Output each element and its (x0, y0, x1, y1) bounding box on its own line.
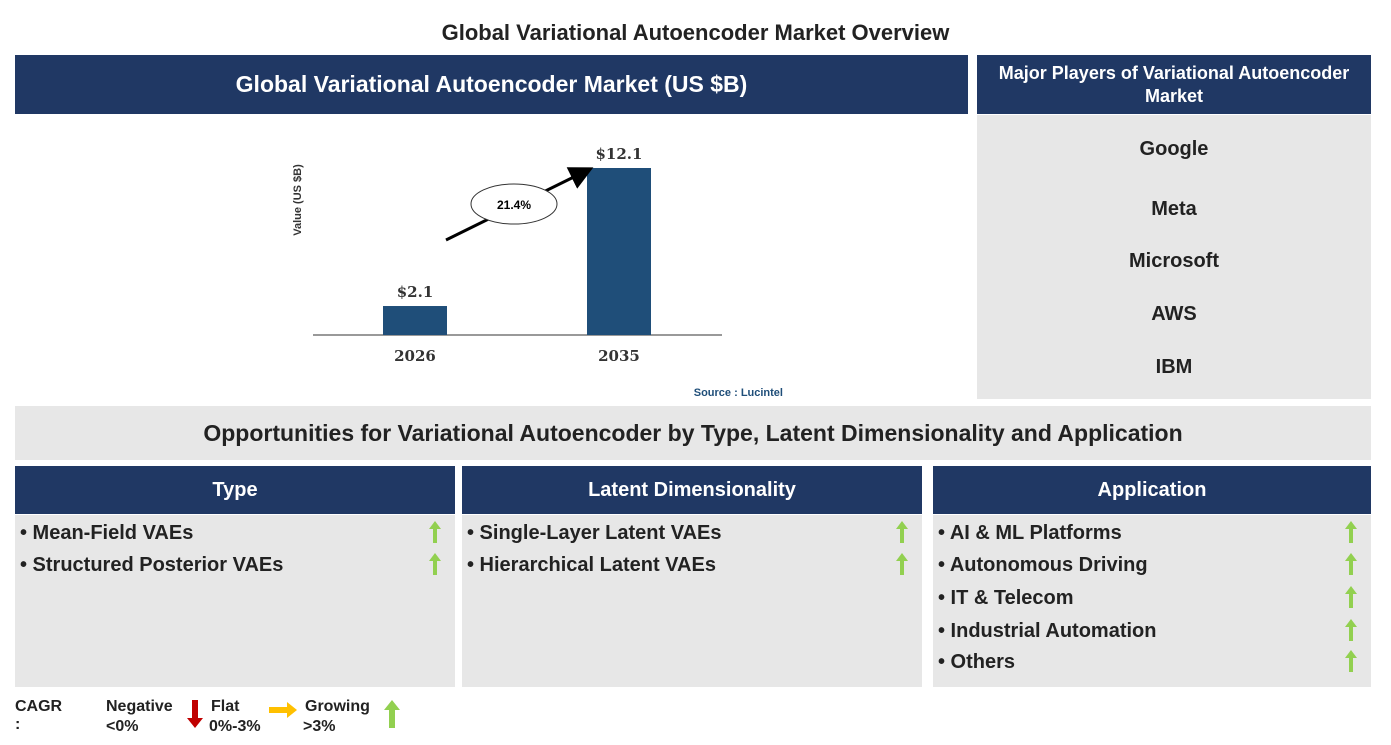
growing-arrow-icon (1345, 553, 1357, 575)
growing-arrow-icon (429, 521, 441, 543)
cagr-ellipse (470, 183, 558, 225)
list-item: • Hierarchical Latent VAEs (467, 554, 716, 576)
source-label: Source : Lucintel (694, 387, 783, 399)
legend-negative: Negative (106, 698, 173, 715)
data-label: $2.1 (397, 283, 434, 301)
legend-growing: Growing (305, 698, 370, 715)
player-item: Meta (1151, 198, 1197, 220)
growing-arrow-icon (1345, 619, 1357, 641)
column-header: Application (933, 466, 1371, 514)
legend-flat-range: 0%-3% (209, 718, 261, 735)
column-header: Type (15, 466, 455, 514)
growing-arrow-icon (1345, 650, 1357, 672)
list-item: • Mean-Field VAEs (20, 522, 194, 544)
list-item: • IT & Telecom (938, 587, 1074, 609)
column-body: • AI & ML Platforms • Autonomous Driving •… (933, 515, 1371, 687)
legend-label: CAGR : (15, 698, 63, 733)
player-item: AWS (1151, 303, 1197, 325)
player-item: IBM (1155, 356, 1193, 378)
market-bar-chart: Value (US $B) $2.1 2026 $12.1 2035 21.4% So… (292, 145, 783, 399)
list-item: • Structured Posterior VAEs (20, 554, 284, 576)
x-tick-label: 2026 (394, 347, 436, 365)
growing-arrow-icon (1345, 521, 1357, 543)
data-label: $12.1 (596, 145, 643, 163)
column-header: Latent Dimensionality (462, 466, 922, 514)
cagr-annotation: 21.4% (497, 198, 531, 212)
players-list: Google Meta Microsoft AWS IBM (977, 115, 1371, 399)
players-header: Major Players of Variational Autoencoder… (977, 55, 1371, 114)
growing-arrow-icon (896, 553, 908, 575)
list-item: • Industrial Automation (938, 620, 1157, 642)
list-item: • Others (938, 651, 1016, 673)
market-header: Global Variational Autoencoder Market (U… (15, 55, 968, 114)
up-arrow-icon (384, 700, 400, 728)
growing-arrow-icon (429, 553, 441, 575)
player-item: Microsoft (1129, 250, 1219, 272)
growing-arrow-icon (1345, 586, 1357, 608)
list-item: • AI & ML Platforms (938, 522, 1122, 544)
growing-arrow-icon (896, 521, 908, 543)
flat-arrow-icon (269, 702, 297, 718)
list-item: • Single-Layer Latent VAEs (467, 522, 722, 544)
x-tick-label: 2035 (598, 347, 640, 365)
column-body: • Single-Layer Latent VAEs • Hierarchical… (462, 515, 922, 687)
opportunities-title: Opportunities for Variational Autoencode… (15, 406, 1371, 460)
down-arrow-icon (187, 700, 203, 728)
y-axis-label: Value (US $B) (292, 164, 304, 236)
page-title: Global Variational Autoencoder Market Ov… (441, 20, 950, 45)
legend-growing-range: >3% (303, 718, 336, 735)
legend-negative-range: <0% (106, 718, 139, 735)
list-item: • Autonomous Driving (938, 554, 1148, 576)
legend-flat: Flat (211, 698, 240, 715)
bar-2026 (383, 306, 447, 335)
player-item: Google (1139, 138, 1209, 160)
bar-2035 (587, 168, 651, 335)
column-body: • Mean-Field VAEs • Structured Posterior … (15, 515, 455, 687)
